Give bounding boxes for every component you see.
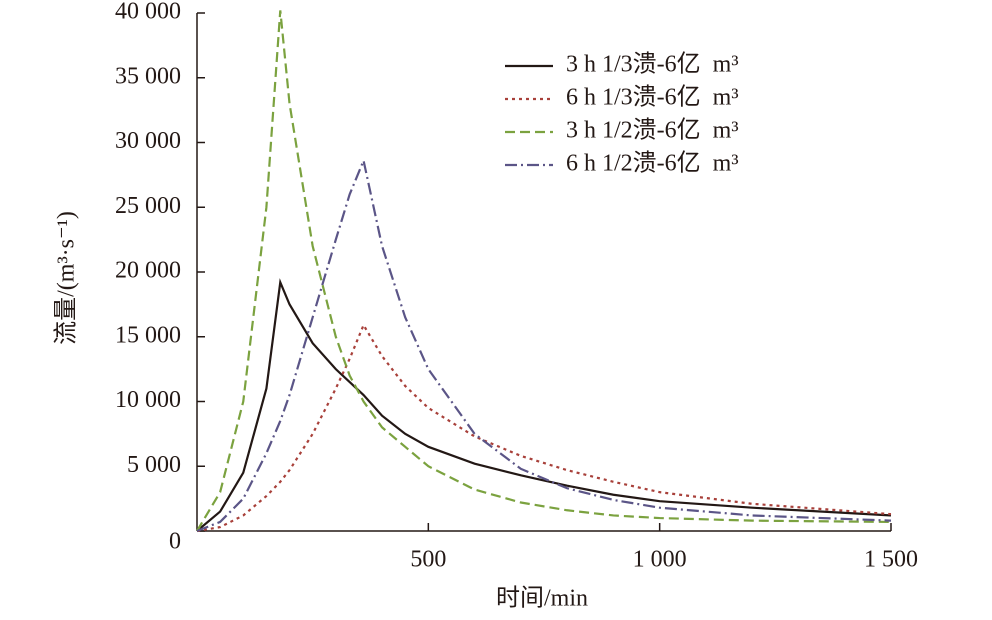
y-tick-label: 0: [169, 529, 181, 555]
y-tick-label: 20 000: [115, 258, 181, 284]
legend-label: 6 h 1/3溃-6亿 m³: [566, 84, 739, 111]
y-tick-label: 40 000: [115, 0, 181, 25]
series-line: [196, 156, 892, 533]
x-tick-label: 500: [410, 547, 446, 573]
y-tick-label: 35 000: [115, 63, 181, 89]
series-line: [196, 10, 892, 532]
x-tick-label: 1 500: [864, 547, 918, 573]
y-tick-label: 5 000: [127, 452, 181, 478]
legend-label: 3 h 1/2溃-6亿 m³: [566, 117, 739, 144]
series-line: [196, 322, 892, 533]
legend-label: 3 h 1/3溃-6亿 m³: [566, 51, 739, 78]
y-axis-label: 流量/(m³·s⁻¹): [53, 211, 80, 345]
series-line: [196, 278, 892, 532]
x-tick-label: 1 000: [633, 547, 687, 573]
y-tick-label: 15 000: [115, 322, 181, 348]
x-axis-label: 时间/min: [496, 585, 588, 612]
y-tick-label: 30 000: [115, 128, 181, 154]
legend-label: 6 h 1/2溃-6亿 m³: [566, 150, 739, 177]
y-tick-label: 25 000: [115, 193, 181, 219]
y-tick-label: 10 000: [115, 387, 181, 413]
